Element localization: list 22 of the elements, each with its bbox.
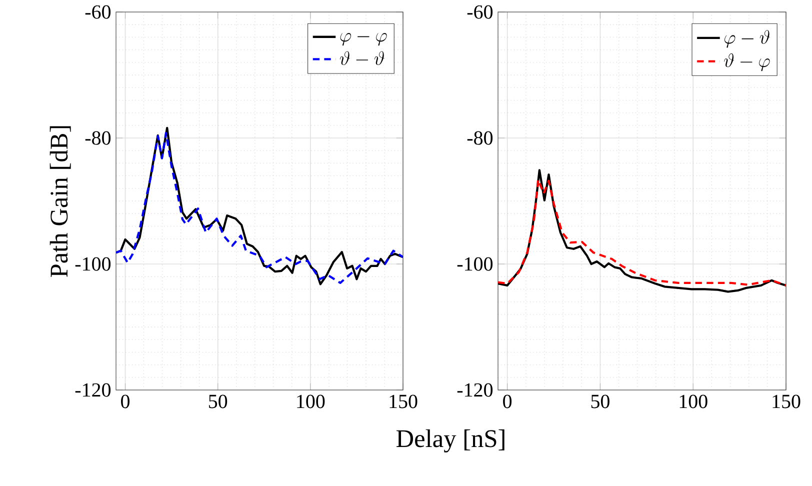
y-tick-label: -100 [75, 257, 111, 271]
y-tick-label: -120 [75, 383, 111, 397]
legend-label: $\vartheta - \varphi$ [724, 53, 770, 72]
x-tick-label: 100 [680, 394, 708, 408]
x-axis-title: Delay [nS] [396, 429, 504, 452]
legend-label: $\varphi - \varphi$ [340, 33, 387, 46]
x-tick-label: 150 [772, 394, 800, 408]
legend-label: $\varphi - \vartheta$ [724, 30, 770, 48]
x-tick-label: 100 [297, 394, 325, 408]
x-tick-label: 0 [121, 394, 130, 408]
y-axis-title: Path Gain [dB] [50, 126, 71, 277]
y-tick-label: -100 [457, 257, 493, 271]
legend-label: $\vartheta - \vartheta$ [340, 51, 384, 65]
x-tick-label: 150 [390, 394, 418, 408]
x-tick-label: 50 [209, 394, 228, 408]
y-tick-label: -60 [85, 5, 111, 19]
x-tick-label: 50 [591, 394, 610, 408]
x-tick-label: 0 [503, 394, 512, 408]
y-tick-label: -120 [457, 383, 493, 397]
y-tick-label: -80 [85, 131, 111, 145]
y-tick-label: -60 [467, 5, 493, 19]
y-tick-label: -80 [467, 131, 493, 145]
